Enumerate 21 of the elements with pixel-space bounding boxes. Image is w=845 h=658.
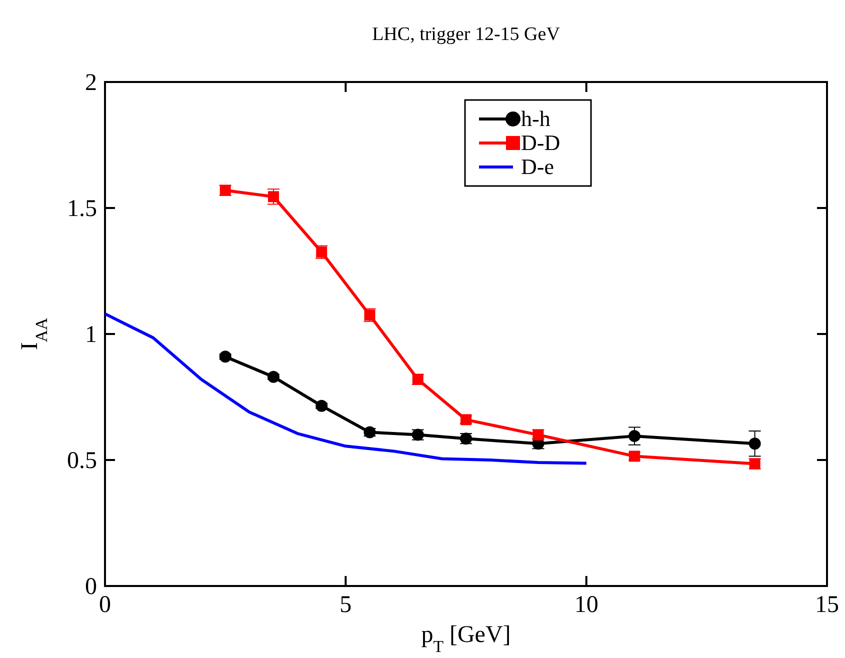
x-tick-label: 15 [815, 592, 839, 618]
point [268, 191, 279, 202]
y-tick-label: 2 [85, 70, 97, 96]
line-series [104, 312, 588, 465]
y-tick-label: 1 [85, 322, 97, 348]
point [316, 400, 328, 412]
point [628, 430, 640, 442]
legend-label: D-D [521, 130, 560, 155]
legend-label: h-h [521, 106, 550, 131]
y-tick-label: 0 [85, 574, 97, 600]
x-tick-label: 5 [340, 592, 352, 618]
point [219, 350, 232, 363]
x-tick-label: 10 [574, 592, 598, 618]
y-tick-label: 0.5 [67, 448, 97, 474]
x-axis-title: p$_{T}$ [GeV] [421, 622, 511, 656]
point [267, 370, 280, 383]
point [748, 438, 761, 450]
point [460, 414, 472, 426]
chart-title: LHC, trigger 12-15 GeV [372, 24, 560, 45]
legend-label: D-e [521, 154, 554, 179]
y-tick-label: 1.5 [67, 196, 97, 222]
